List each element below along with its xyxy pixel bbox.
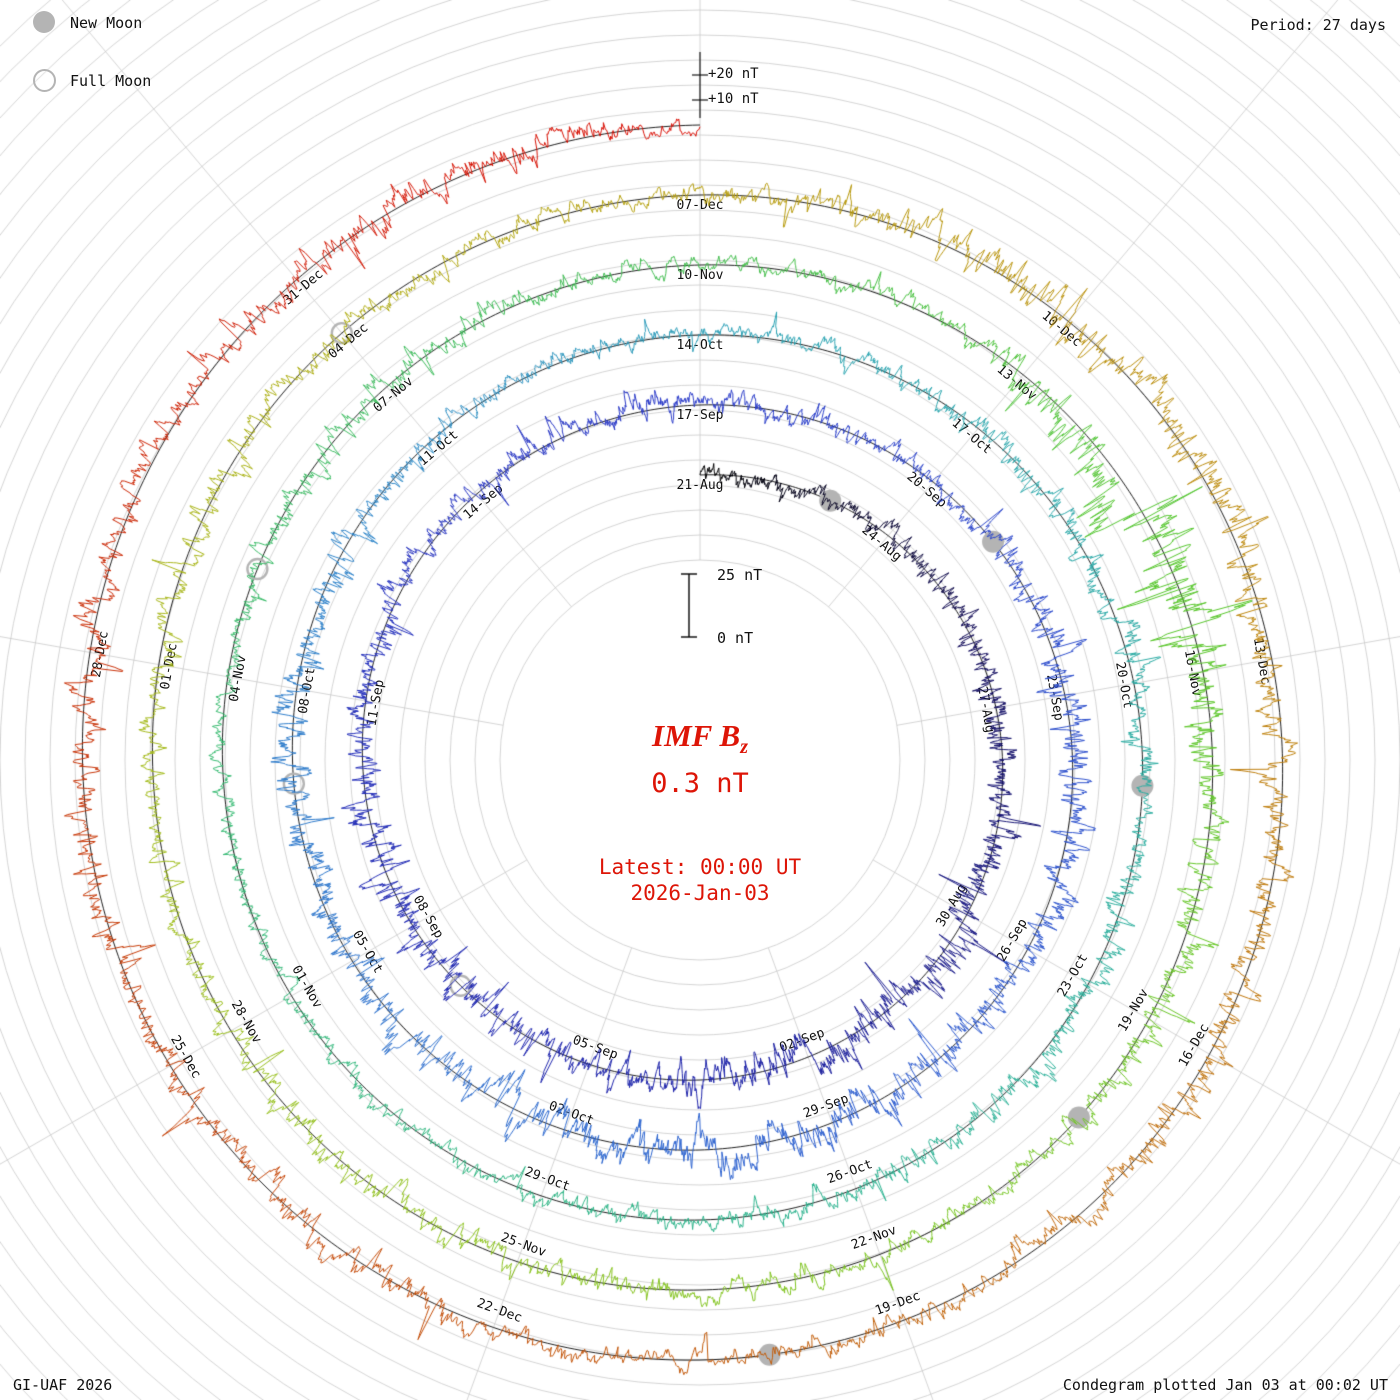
current-value: 0.3 nT (651, 768, 749, 799)
latest-date-line: 2026-Jan-03 (630, 881, 770, 905)
plot-title: IMF Bz (0, 718, 1400, 759)
radial-scale-plus10-label: +10 nT (708, 91, 759, 107)
period-label: Period: 27 days (1250, 16, 1386, 34)
latest-time-line: Latest: 00:00 UT (598, 855, 802, 879)
footer-credit: GI-UAF 2026 (13, 1376, 113, 1394)
legend-new-moon-label: New Moon (70, 14, 143, 32)
scalebar-top-label: 25 nT (717, 566, 763, 584)
scalebar-bottom-label: 0 nT (717, 629, 754, 647)
full-moon-icon (33, 69, 56, 92)
plot-title-subscript: z (740, 736, 748, 759)
plot-title-text: IMF B (652, 718, 741, 753)
footer-plotted-timestamp: Condegram plotted Jan 03 at 00:02 UT (1062, 1376, 1388, 1394)
radial-scale-plus20-label: +20 nT (708, 66, 759, 82)
legend-full-moon-label: Full Moon (70, 72, 152, 90)
new-moon-icon (33, 11, 55, 33)
